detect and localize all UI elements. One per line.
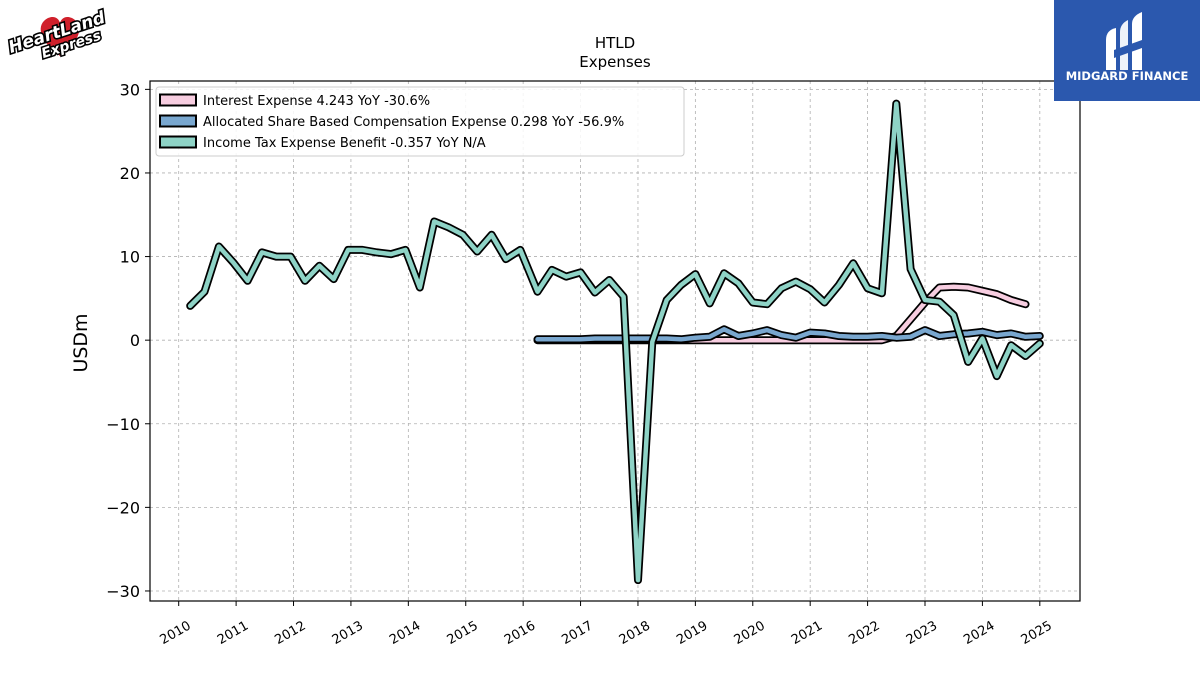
legend-label-2: Income Tax Expense Benefit -0.357 YoY N/… xyxy=(203,136,486,151)
y-tick-label: 0 xyxy=(130,331,140,350)
legend-swatch-2 xyxy=(159,135,197,149)
midgard-name: MIDGARD FINANCE xyxy=(1065,69,1189,83)
chart-series xyxy=(186,99,1044,585)
heart-icon xyxy=(40,16,80,56)
x-tick-label: 2020 xyxy=(732,618,768,648)
legend-label-0: Interest Expense 4.243 YoY -30.6% xyxy=(203,94,430,109)
x-tick-label: 2012 xyxy=(272,618,308,648)
series-2-line xyxy=(187,101,1043,583)
y-axis-label: USDm xyxy=(70,313,92,372)
chart-legend: Interest Expense 4.243 YoY -30.6% Allocat… xyxy=(155,86,685,157)
x-tick-label: 2016 xyxy=(502,618,538,648)
heartland-express-logo: HeartLand Express xyxy=(2,4,120,66)
midgard-mark-icon xyxy=(1106,12,1142,70)
x-tick-label: 2018 xyxy=(617,618,653,648)
y-tick-label: 10 xyxy=(120,248,140,267)
y-tick-label: 30 xyxy=(120,80,140,99)
x-tick-label: 2024 xyxy=(961,618,997,648)
y-tick-label: −10 xyxy=(106,415,140,434)
y-tick-label: −20 xyxy=(106,498,140,517)
legend-swatch-0 xyxy=(159,93,197,107)
y-tick-label: −30 xyxy=(106,582,140,601)
legend-frame xyxy=(155,86,685,157)
x-tick-label: 2013 xyxy=(330,618,366,648)
x-tick-label: 2021 xyxy=(789,618,825,648)
x-tick-label: 2014 xyxy=(387,618,423,648)
plot-frame xyxy=(149,80,1081,602)
x-tick-label: 2023 xyxy=(904,618,940,648)
midgard-finance-logo: MIDGARD FINANCE xyxy=(1054,0,1200,101)
x-tick-label: 2025 xyxy=(1019,618,1055,648)
y-tick-label: 20 xyxy=(120,164,140,183)
legend-swatch-1 xyxy=(159,114,197,128)
x-tick-label: 2010 xyxy=(158,618,194,648)
x-tick-label: 2022 xyxy=(846,618,882,648)
x-tick-label: 2011 xyxy=(215,618,251,648)
x-tick-label: 2017 xyxy=(559,618,595,648)
chart-subtitle: Expenses xyxy=(579,53,651,71)
x-tick-label: 2015 xyxy=(445,618,481,648)
legend-label-1: Allocated Share Based Compensation Expen… xyxy=(203,115,624,130)
x-tick-label: 2019 xyxy=(674,618,710,648)
chart-title: HTLD xyxy=(595,34,635,52)
